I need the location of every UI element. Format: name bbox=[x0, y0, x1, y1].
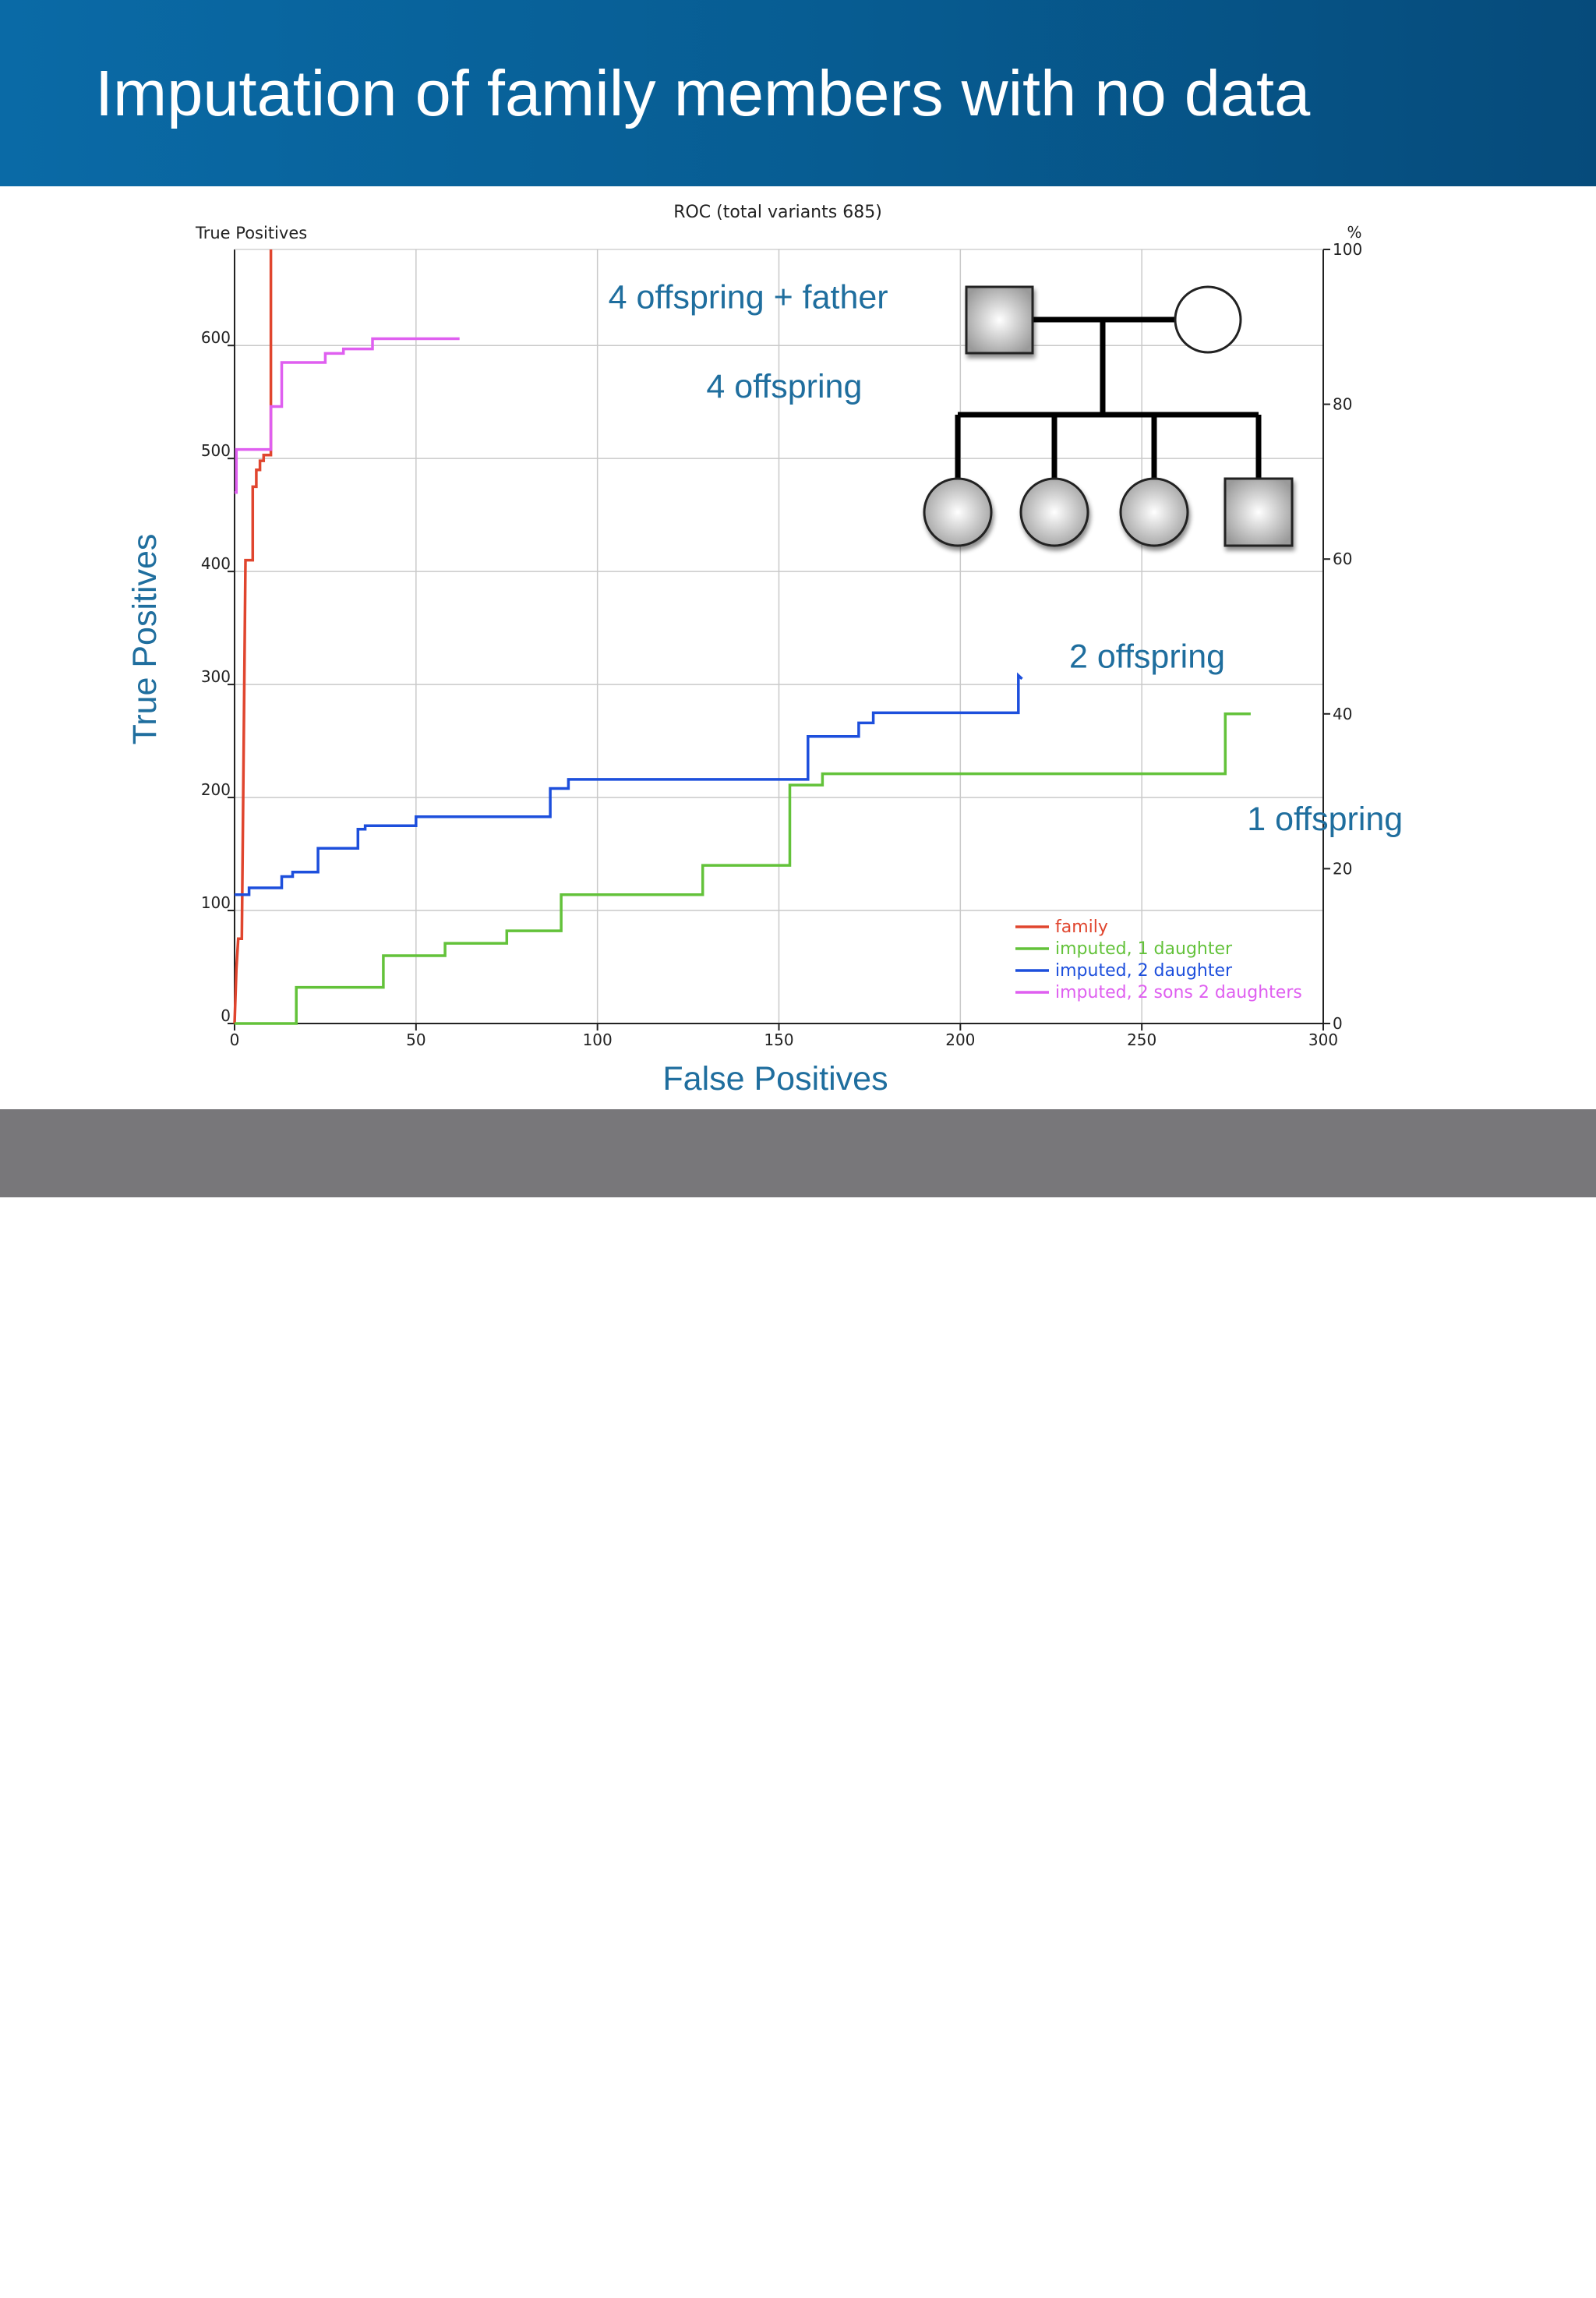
annotation-label: 1 offspring bbox=[1247, 801, 1403, 838]
annotation-label: 4 offspring bbox=[706, 368, 862, 405]
x-tick-label: 150 bbox=[764, 1031, 793, 1049]
daughter-circle bbox=[1119, 477, 1189, 547]
right-tick-label: 20 bbox=[1333, 859, 1352, 878]
right-tick-label: 80 bbox=[1333, 395, 1352, 414]
y-tick-label: 600 bbox=[201, 328, 231, 347]
x-tick-label: 200 bbox=[945, 1031, 975, 1049]
father-square bbox=[965, 285, 1034, 355]
x-tick-label: 0 bbox=[230, 1031, 240, 1049]
x-tick-label: 50 bbox=[406, 1031, 425, 1049]
y-tick-label: 0 bbox=[221, 1006, 231, 1025]
series-line-imputed-2-daughter bbox=[235, 672, 1023, 896]
footer-bar: Simulated data © 2013 Real Time Genomics… bbox=[0, 1109, 1596, 2297]
footnote: Simulated data bbox=[74, 2229, 293, 2266]
logo-line-2: GENOMICS bbox=[1432, 2259, 1513, 2275]
series-line-imputed-1-daughter bbox=[235, 712, 1251, 1025]
y-axis-label: True Positives bbox=[126, 534, 164, 745]
x-tick-label: 250 bbox=[1127, 1031, 1156, 1049]
grid-lines bbox=[235, 249, 1323, 1023]
mother-circle bbox=[1174, 285, 1242, 354]
daughter-circle bbox=[1019, 477, 1089, 547]
y-tick-label: 200 bbox=[201, 780, 231, 799]
y-tick-label: 100 bbox=[201, 893, 231, 912]
pedigree-diagram bbox=[923, 285, 1294, 547]
series-line-imputed-2-sons-2-daughters bbox=[235, 337, 460, 494]
x-tick-label: 100 bbox=[583, 1031, 613, 1049]
x-axis-label: False Positives bbox=[662, 1060, 888, 1098]
y-tick-label: 500 bbox=[201, 441, 231, 460]
inner-y-axis-label: True Positives bbox=[195, 224, 307, 242]
right-tick-label: 0 bbox=[1333, 1014, 1343, 1033]
roc-chart: ROC (total variants 685) True Positives … bbox=[126, 203, 1404, 1098]
slide-title: Imputation of family members with no dat… bbox=[95, 57, 1311, 129]
x-tick-label: 300 bbox=[1308, 1031, 1338, 1049]
series-line-family bbox=[233, 249, 273, 1024]
annotations: 4 offspring + father 4 offspring 2 offspri… bbox=[609, 278, 1404, 838]
copyright-text: © 2013 Real Time Genomics, Inc. bbox=[20, 2276, 301, 2297]
chart-title: ROC (total variants 685) bbox=[673, 203, 882, 222]
legend-label: imputed, 2 sons 2 daughters bbox=[1055, 983, 1302, 1002]
y-tick-label: 300 bbox=[201, 667, 231, 686]
legend-label: imputed, 1 daughter bbox=[1055, 939, 1233, 959]
right-axis-unit-label: % bbox=[1347, 223, 1361, 242]
y-tick-label: 400 bbox=[201, 554, 231, 573]
son-square bbox=[1223, 477, 1294, 547]
legend-label: family bbox=[1055, 917, 1108, 937]
logo-line-1: REALTIME bbox=[1432, 2244, 1507, 2261]
daughter-circle bbox=[923, 477, 993, 547]
right-tick-label: 60 bbox=[1333, 550, 1352, 568]
right-tick-label: 100 bbox=[1333, 240, 1362, 259]
logo-mark: rtg bbox=[1389, 2242, 1426, 2276]
axes: 0 50 100 150 200 250 3000100200300400500600020… bbox=[201, 240, 1362, 1049]
right-tick-label: 40 bbox=[1333, 705, 1352, 723]
title-banner: Imputation of family members with no dat… bbox=[0, 0, 1596, 186]
annotation-label: 4 offspring + father bbox=[609, 278, 888, 316]
legend-label: imputed, 2 daughter bbox=[1055, 961, 1233, 981]
series-lines bbox=[233, 249, 1251, 1025]
annotation-label: 2 offspring bbox=[1069, 638, 1225, 675]
